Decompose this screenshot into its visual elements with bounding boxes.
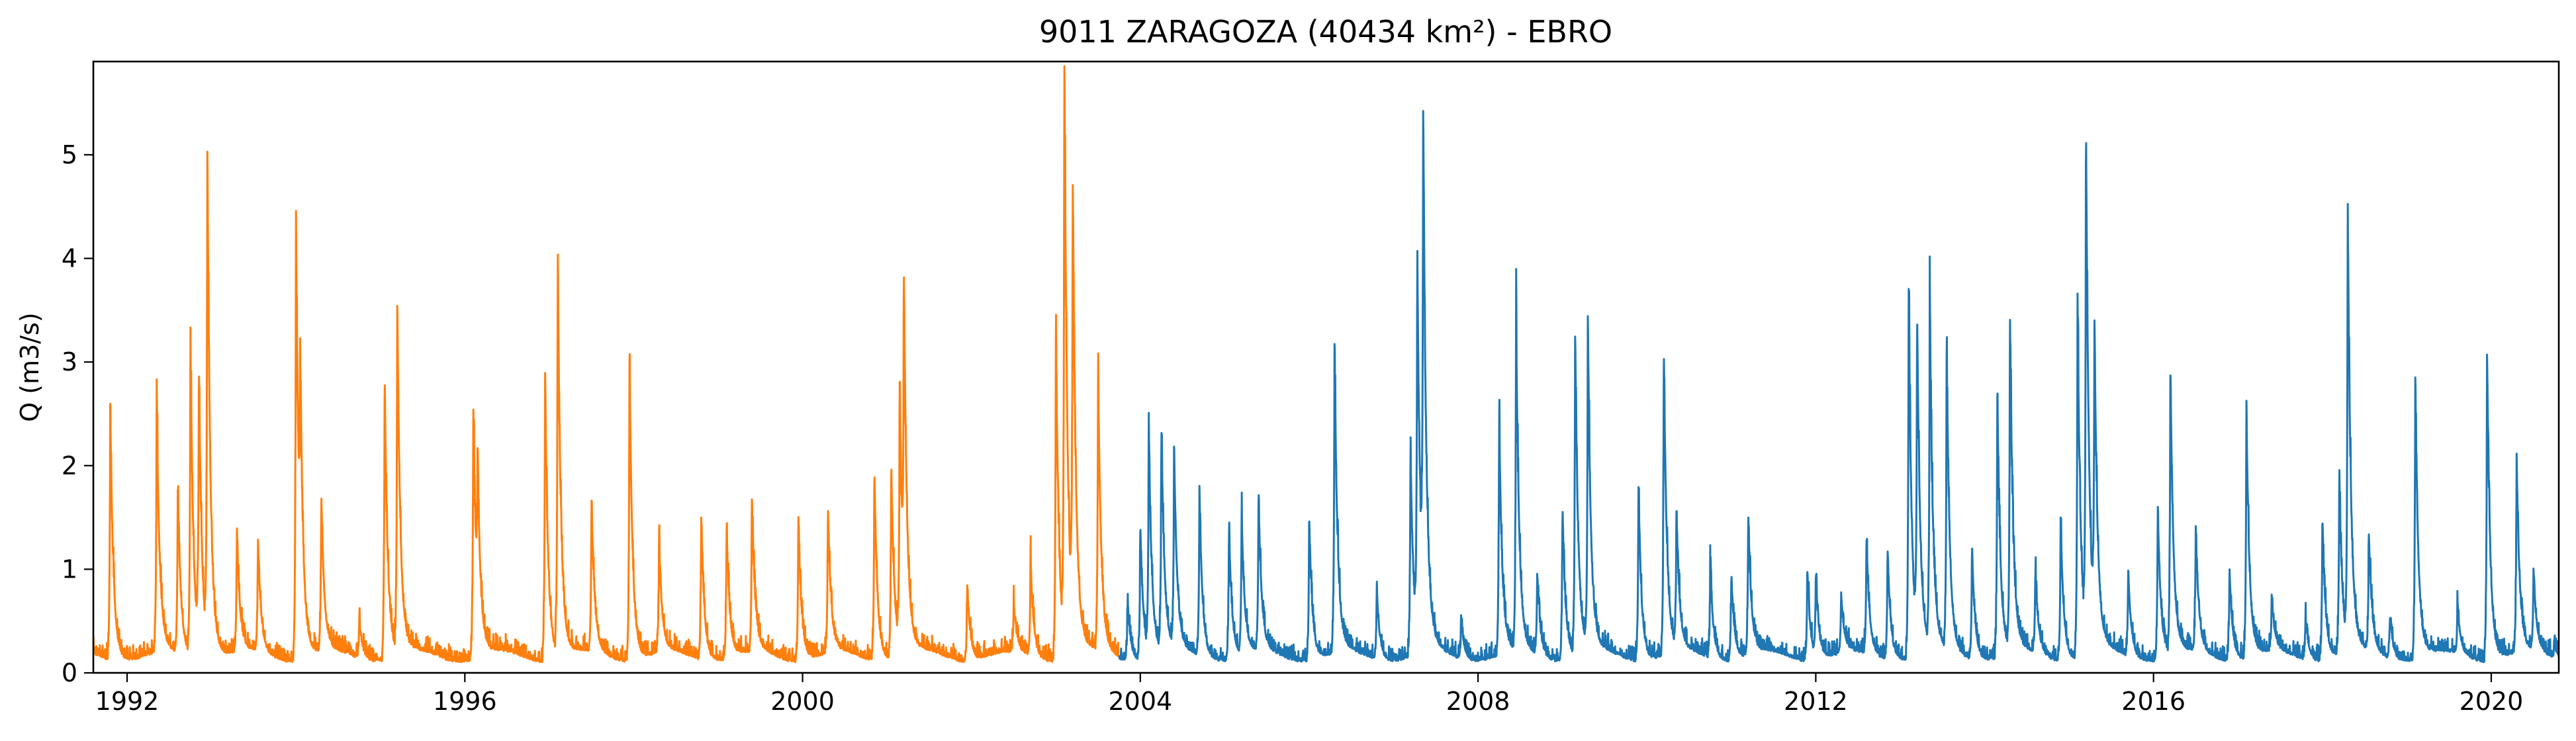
- plot-frame: [92, 60, 2560, 674]
- x-tick-label: 2008: [1446, 687, 1510, 716]
- x-tick-label: 2012: [1784, 687, 1848, 716]
- x-tick-label: 2020: [2460, 687, 2524, 716]
- x-tick-label: 2004: [1108, 687, 1172, 716]
- x-tick-label: 1992: [95, 687, 160, 716]
- y-tick-label: 5: [62, 140, 77, 169]
- x-axis: 1992 1996 2000 2004 2008 2012 2016 2020: [95, 673, 2524, 716]
- y-tick-label: 1: [62, 554, 77, 584]
- x-tick-label: 2016: [2121, 687, 2185, 716]
- y-tick-label: 0: [62, 658, 77, 687]
- y-axis: 0 1 2 3 4 5: [62, 140, 93, 687]
- y-tick-label: 4: [62, 244, 77, 273]
- chart-title: 9011 ZARAGOZA (40434 km²) - EBRO: [1039, 14, 1612, 50]
- y-tick-label: 3: [62, 347, 77, 376]
- series-line-1: [93, 65, 1121, 664]
- x-tick-label: 2000: [770, 687, 835, 716]
- x-tick-label: 1996: [433, 687, 497, 716]
- series-line-2: [1118, 110, 2559, 664]
- y-axis-label: Q (m3/s): [15, 312, 44, 421]
- y-tick-label: 2: [62, 451, 77, 480]
- plot-area: [93, 65, 2559, 664]
